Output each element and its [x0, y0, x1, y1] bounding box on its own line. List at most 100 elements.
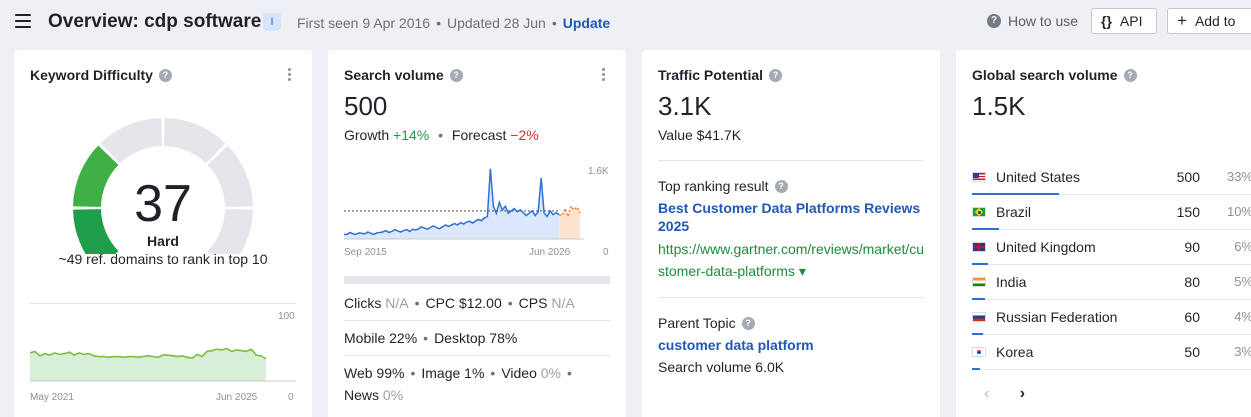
- country-share: 33%: [1226, 169, 1251, 184]
- page-title: Overview: cdp software: [48, 11, 262, 32]
- code-braces-icon: {}: [1101, 13, 1112, 29]
- kd-more-icon[interactable]: [288, 68, 292, 83]
- sv-y-min: 0: [603, 247, 609, 258]
- country-name: Brazil: [996, 204, 1032, 220]
- gv-help-icon[interactable]: ?: [1123, 68, 1137, 82]
- menu-icon[interactable]: [15, 14, 31, 28]
- sv-forecast-line: [558, 204, 581, 219]
- tp-title: Traffic Potential ?: [658, 67, 783, 83]
- search-volume-card: Search volume ? 500 Growth +14% • Foreca…: [328, 50, 626, 417]
- sv-forecast-value: −2%: [510, 127, 539, 143]
- api-button[interactable]: {} API: [1091, 8, 1157, 34]
- kd-description: ~49 ref. domains to rank in top 10: [58, 251, 268, 267]
- sv-device-row: Mobile 22% • Desktop 78%: [344, 330, 518, 346]
- sv-growth-value: +14%: [393, 127, 430, 143]
- traffic-potential-card: Traffic Potential ? 3.1K Value $41.7K To…: [642, 50, 940, 417]
- kd-value: 37: [134, 175, 192, 233]
- kd-title: Keyword Difficulty ?: [30, 67, 172, 83]
- kd-gauge-segment-filled: [73, 209, 119, 254]
- country-volume: 80: [1184, 274, 1200, 290]
- country-row[interactable]: United States 500 33%: [972, 160, 1251, 195]
- help-icon: ?: [987, 14, 1001, 28]
- kd-help-icon[interactable]: ?: [158, 68, 172, 82]
- flag-br-icon: [972, 207, 986, 217]
- flag-ru-icon: [972, 312, 986, 322]
- add-to-button[interactable]: + Add to: [1167, 8, 1251, 34]
- sv-forecast-area: [559, 206, 580, 239]
- chevron-right-icon[interactable]: ›: [1019, 385, 1026, 402]
- sv-y-max: 1.6K: [588, 166, 609, 177]
- plus-icon: +: [1177, 11, 1187, 30]
- country-share: 5%: [1234, 274, 1251, 289]
- sv-serp-type-row: Web 99% • Image 1% • Video 0% • News 0%: [344, 365, 572, 403]
- country-name: Korea: [996, 344, 1034, 360]
- sv-trend-area: [344, 168, 560, 239]
- sv-title: Search volume ?: [344, 67, 463, 83]
- global-volume-card: Global search volume ? 1.5K United State…: [956, 50, 1251, 417]
- tp-top-result-help-icon[interactable]: ?: [774, 179, 788, 193]
- tp-value: 3.1K: [658, 91, 712, 121]
- sv-trend-line: [344, 168, 560, 236]
- country-share-bar: [972, 368, 980, 370]
- intent-badge: I: [263, 13, 281, 31]
- kd-y-min: 0: [288, 392, 294, 403]
- add-to-label: Add to: [1194, 13, 1236, 29]
- country-name: United States: [996, 169, 1081, 185]
- country-volume: 500: [1176, 169, 1200, 185]
- update-link[interactable]: Update: [562, 15, 611, 31]
- country-volume: 150: [1176, 204, 1200, 220]
- kd-gauge-segment-empty: [207, 145, 253, 207]
- country-share: 6%: [1234, 239, 1251, 254]
- flag-gb-icon: [972, 242, 986, 252]
- kd-gauge-segment-empty: [100, 118, 162, 164]
- tp-parent-topic-label: Parent Topic ?: [658, 315, 755, 331]
- sv-more-icon[interactable]: [602, 68, 606, 83]
- tp-top-result-link[interactable]: Best Customer Data Platforms Reviews 202…: [658, 200, 921, 234]
- top-bar: Overview: cdp software I First seen 9 Ap…: [0, 0, 1251, 46]
- tp-traffic-value: Value $41.7K: [658, 127, 742, 143]
- country-pager: ‹ ›: [984, 385, 1025, 403]
- country-row[interactable]: India 80 5%: [972, 265, 1251, 300]
- sv-value: 500: [344, 91, 388, 121]
- how-to-use-label: How to use: [1008, 13, 1079, 29]
- updated-date: Updated 28 Jun: [446, 15, 546, 31]
- country-row[interactable]: Russian Federation 60 4%: [972, 300, 1251, 335]
- page-meta: First seen 9 Apr 2016 • Updated 28 Jun • Upd…: [297, 15, 611, 31]
- country-volume: 60: [1184, 309, 1200, 325]
- country-share-bar: [972, 263, 988, 265]
- flag-kr-icon: [972, 347, 986, 357]
- keyword-difficulty-card: Keyword Difficulty ? 37 Hard ~49 ref. do…: [14, 50, 312, 417]
- kd-gauge: [73, 118, 253, 254]
- sv-clicks-row: Clicks N/A • CPC $12.00 • CPS N/A: [344, 295, 575, 311]
- kd-y-max: 100: [278, 311, 295, 322]
- country-share: 10%: [1226, 204, 1251, 219]
- how-to-use-link[interactable]: ? How to use: [987, 13, 1078, 29]
- flag-us-icon: [972, 172, 986, 182]
- tp-top-result-url[interactable]: https://www.gartner.com/reviews/market/c…: [658, 241, 925, 279]
- sv-trend-chart: [344, 168, 584, 240]
- kd-history-line: [30, 347, 267, 360]
- tp-parent-topic-link[interactable]: customer data platform: [658, 337, 814, 353]
- country-share-bar: [972, 193, 1060, 195]
- kd-gauge-segment-empty: [207, 209, 253, 254]
- api-label: API: [1119, 13, 1143, 29]
- country-share-bar: [972, 333, 983, 335]
- tp-parent-topic-help-icon[interactable]: ?: [741, 316, 755, 330]
- country-row[interactable]: Korea 50 3%: [972, 335, 1251, 370]
- tp-help-icon[interactable]: ?: [769, 68, 783, 82]
- country-row[interactable]: Brazil 150 10%: [972, 195, 1251, 230]
- kd-gauge-segment-filled: [73, 145, 119, 207]
- first-seen: First seen 9 Apr 2016: [297, 15, 431, 31]
- country-name: United Kingdom: [996, 239, 1096, 255]
- sv-help-icon[interactable]: ?: [449, 68, 463, 82]
- kd-history-area: [30, 348, 266, 381]
- country-name: India: [996, 274, 1027, 290]
- sv-chart-scrollbar[interactable]: [344, 276, 610, 284]
- flag-in-icon: [972, 277, 986, 287]
- sv-growth-line: Growth +14% • Forecast −2%: [344, 127, 539, 143]
- kd-x-end: Jun 2025: [216, 392, 258, 403]
- country-share-bar: [972, 298, 986, 300]
- country-row[interactable]: United Kingdom 90 6%: [972, 230, 1251, 265]
- chevron-left-icon[interactable]: ‹: [984, 385, 990, 402]
- country-share: 4%: [1234, 309, 1251, 324]
